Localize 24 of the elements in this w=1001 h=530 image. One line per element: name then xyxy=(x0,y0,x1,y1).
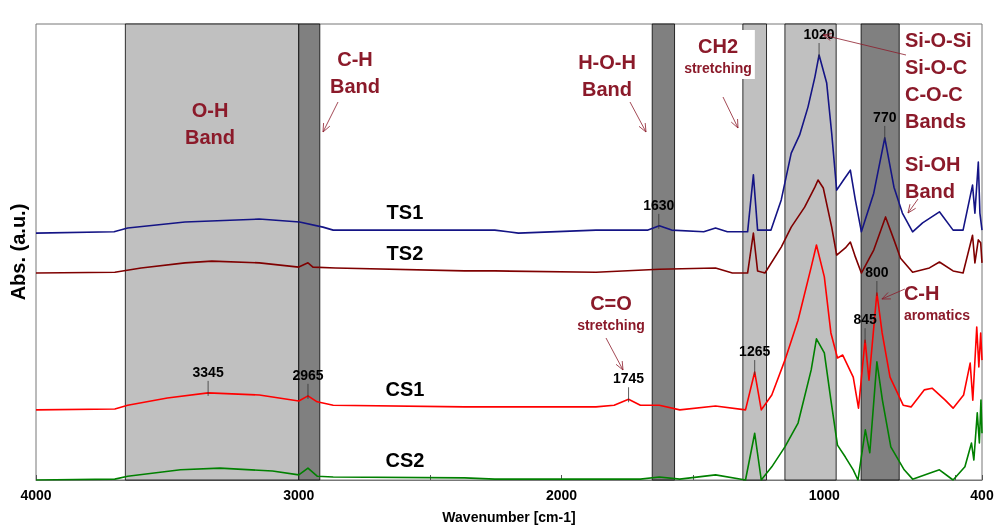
annotation: C-H aromatics xyxy=(903,281,971,324)
series-label: CS1 xyxy=(385,377,425,400)
x-tick-label: 400 xyxy=(970,487,994,503)
band-label: Si-O-Si Si-O-C C-O-C Bands xyxy=(905,28,972,132)
annotation: 3345 xyxy=(192,363,224,380)
band-label: H-O-H Band xyxy=(578,50,636,100)
annotation: C=O stretching xyxy=(577,291,645,333)
band-label: O-H Band xyxy=(185,98,235,148)
x-tick-label: 4000 xyxy=(20,487,52,503)
series-label: TS2 xyxy=(386,241,424,264)
annotation: 1745 xyxy=(612,370,645,387)
band-label: Si-OH Band xyxy=(905,152,961,202)
series-label: CS2 xyxy=(385,448,425,471)
y-axis-title: Abs. (a.u.) xyxy=(7,203,29,301)
series-label: TS1 xyxy=(386,201,424,224)
x-tick-label: 2000 xyxy=(545,487,578,503)
annotation: 770 xyxy=(873,108,897,125)
band-label: CH2 stretching xyxy=(684,34,752,76)
annotation: 800 xyxy=(865,264,889,281)
x-axis-title: Wavenumber [cm-1] xyxy=(442,509,576,525)
x-tick-label: 1000 xyxy=(808,487,841,503)
annotation: 1020 xyxy=(803,26,835,43)
band-label: C-H Band xyxy=(330,47,380,97)
x-tick-label: 3000 xyxy=(283,487,315,503)
